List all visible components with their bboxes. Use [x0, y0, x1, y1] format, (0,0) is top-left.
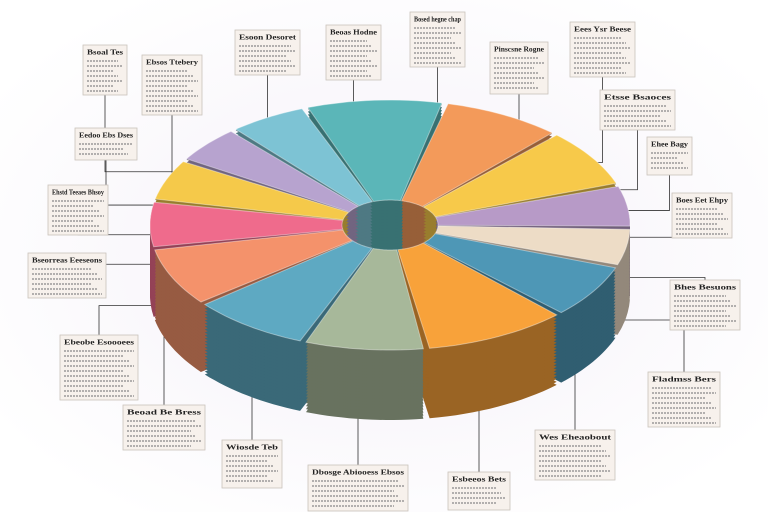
slice-top [234, 108, 374, 207]
callout-heading: Ehstd Teeaes Bhsoy [52, 189, 104, 197]
callout-heading: Beoad Be Bress [127, 409, 201, 417]
slice-top [434, 225, 631, 266]
callout-heading: Bsoal Tes [87, 49, 123, 57]
slice-top [305, 247, 425, 351]
callout-heading: Ebeobe Esoooees [64, 339, 134, 347]
callout-heading: Esbeeos Bets [452, 476, 506, 484]
pie-slice [397, 242, 558, 419]
callout-box [646, 136, 693, 176]
callout-heading: Boes Eet Ehpy [676, 197, 729, 205]
callout: Boes Eet Ehpy [671, 192, 733, 239]
callout-box [447, 471, 511, 511]
slice-top [149, 201, 344, 248]
callout: Beoad Be Bress [122, 404, 206, 451]
callout-box [27, 252, 107, 299]
callout: Pinscsne Rogne [489, 41, 549, 95]
callout-box [307, 464, 409, 512]
callout-heading: Ebsos Ttebery [146, 59, 199, 67]
callout-box [325, 24, 382, 81]
callout: Etsse Bsaoces [599, 89, 676, 131]
callout-heading: Beoas Hodne [330, 29, 377, 37]
callout: Ehee Bagy [646, 136, 693, 176]
callout: Esbeeos Bets [447, 471, 511, 511]
callout-box [59, 334, 139, 401]
callout: Dbosge Abiooess Ebsos [307, 464, 409, 512]
slice-top [203, 240, 373, 342]
callout-heading: Bhes Besuons [674, 284, 736, 292]
callout-heading: Eees Ysr Beese [574, 26, 631, 34]
callout: Ebsos Ttebery [141, 54, 203, 116]
callout-box [47, 184, 109, 236]
callout-heading: Eedoo Ebs Dses [79, 132, 133, 140]
callout: Bhes Besuons [669, 279, 741, 331]
pie-graphic [149, 99, 631, 420]
callout: Ehstd Teeaes Bhsoy [47, 184, 109, 236]
slice-top [400, 103, 554, 208]
callout: Eedoo Ebs Dses [74, 127, 138, 161]
callout-box [221, 439, 283, 489]
callout: Bseorreas Eeeseons [27, 252, 107, 299]
callout-box [122, 404, 206, 451]
callout: Wes Eheaobout [534, 429, 616, 481]
callout-box [669, 279, 741, 331]
callout: Ebeobe Esoooees [59, 334, 139, 401]
slice-top [154, 229, 354, 303]
pie-slice [305, 247, 425, 420]
callout: Esoon Desoret [234, 29, 301, 76]
callout-box [671, 192, 733, 239]
slice-top [435, 185, 631, 227]
callout-heading: Dbosge Abiooess Ebsos [312, 469, 404, 477]
callout-heading: Bseorreas Eeeseons [32, 257, 102, 265]
slice-top [422, 134, 618, 218]
callout-heading: Ehee Bagy [651, 141, 689, 149]
callout-heading: Wes Eheaobout [539, 434, 612, 442]
callout-heading: Bosed hegne chap [414, 16, 461, 24]
callout: Bsoal Tes [82, 44, 128, 96]
slice-top [423, 233, 617, 314]
callout: Bosed hegne chap [409, 11, 466, 68]
callout: Wiosde Teb [221, 439, 283, 489]
slice-top [185, 130, 360, 213]
callout-box [534, 429, 616, 481]
callout-box [599, 89, 676, 131]
slice-top [307, 99, 443, 203]
callout-heading: Pinscsne Rogne [494, 46, 544, 54]
callout-box [409, 11, 466, 68]
callout-heading: Esoon Desoret [239, 34, 297, 42]
callouts: Bsoal Tes Ebsos Ttebery Esoon Desoret Beoas… [27, 11, 741, 512]
callout: Eees Ysr Beese [569, 21, 636, 78]
slice-top [397, 242, 558, 349]
callout: Fladmss Bers [647, 371, 721, 428]
slice-top [154, 161, 350, 221]
callout-heading: Etsse Bsaoces [604, 94, 671, 102]
callout-box [141, 54, 203, 116]
callout: Beoas Hodne [325, 24, 382, 81]
callout-box [234, 29, 301, 76]
callout-heading: Fladmss Bers [652, 376, 716, 384]
callout-heading: Wiosde Teb [226, 444, 278, 452]
callout-box [82, 44, 128, 96]
